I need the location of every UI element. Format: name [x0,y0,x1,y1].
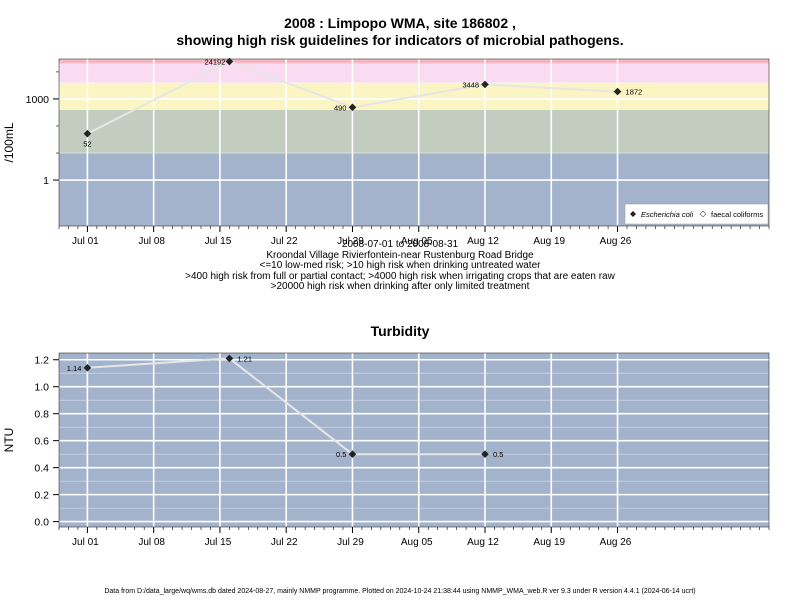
data-label: 1.14 [67,364,82,373]
legend-label-ecoli: Escherichia coli [641,210,693,219]
y-tick-label: 0.0 [34,517,49,529]
band-irrigation-risk [59,63,769,83]
series-line [87,357,485,456]
data-point [348,450,357,458]
data-label: 0.5 [336,450,346,459]
x-tick-label: Aug 19 [533,537,565,548]
band-drinking-risk [59,109,769,154]
data-label: 490 [334,103,347,112]
x-tick-label: Jul 01 [72,537,99,548]
legend: Escherichia coli faecal coliforms [624,203,769,225]
y-axis-label: /100mL [2,122,16,162]
turbidity-chart: Jul 01 Jul 08 Jul 15 Jul 22 Jul 29 Aug 05 Aug … [2,352,770,548]
y-tick-label: 1000 [26,94,50,106]
x-tick-label: Jul 08 [138,537,165,548]
data-label: 0.5 [493,450,503,459]
y-tick-label: 1.0 [34,382,49,394]
y-axis-label: NTU [2,428,16,453]
legend-marker-ecoli [630,211,636,217]
data-point [348,103,357,112]
chart1-caption: 2008-07-01 to 2008-08-31 Kroondal Villag… [0,239,800,293]
x-tick-label: Jul 01 [72,236,99,247]
x-tick-label: Jul 22 [271,537,298,548]
data-point [83,364,92,372]
band-treatment-risk [59,59,769,64]
footer-note: Data from D:/data_large/wq/wms.db dated … [104,588,696,595]
y-tick-label: 0.8 [34,409,49,421]
y-tick-label: 1 [43,175,49,187]
x-tick-label: Jul 29 [337,537,364,548]
data-label: 1.21 [237,354,252,363]
x-tick-label: Jul 22 [271,236,298,247]
y-tick-label: 0.2 [34,490,49,502]
x-tick-label: Jul 29 [337,236,364,247]
x-tick-label: Aug 19 [533,236,565,247]
chart2-title: Turbidity [370,323,430,339]
data-point [481,450,489,458]
legend-box [624,203,769,225]
data-point [225,354,234,363]
y-tick-label: 0.4 [34,463,49,475]
data-point [613,87,622,96]
x-tick-label: Jul 08 [138,236,165,247]
plot-border [58,352,770,528]
caption-date-range: 2008-07-01 to 2008-08-31 [341,239,459,250]
x-tick-label: Aug 12 [467,537,499,548]
legend-marker-faecal [699,210,707,218]
x-tick-label: Aug 26 [600,236,632,247]
x-tick-label: Aug 05 [401,537,433,548]
chart1-title-line1: 2008 : Limpopo WMA, site 186802 , [284,15,516,31]
x-tick-label: Aug 26 [600,537,632,548]
data-label: 3448 [462,80,479,89]
caption-risk-3: >20000 high risk when drinking after onl… [270,281,530,292]
microbial-chart: Jul 01 Jul 08 Jul 15 Jul 22 Jul 29 Aug 05 Aug … [2,57,770,247]
legend-label-faecal: faecal coliforms [711,210,763,219]
x-tick-label: Jul 15 [205,537,232,548]
caption-risk-1: <=10 low-med risk; >10 high risk when dr… [259,260,541,271]
data-label: 52 [83,140,91,149]
caption-site: Kroondal Village Rivierfontein-near Rust… [266,249,534,261]
x-tick-label: Aug 12 [467,236,499,247]
data-label: 24192 [205,58,226,67]
chart1-title-line2: showing high risk guidelines for indicat… [176,32,624,48]
x-tick-label: Jul 15 [205,236,232,247]
data-point [481,80,489,89]
y-tick-label: 0.6 [34,436,49,448]
y-tick-label: 1.2 [34,355,49,367]
plot-border [58,58,770,227]
data-label: 1872 [626,88,643,97]
data-point [225,57,234,66]
caption-risk-2: >400 high risk from full or partial cont… [185,270,615,282]
x-tick-label: Aug 05 [401,236,433,247]
data-point [83,129,92,138]
